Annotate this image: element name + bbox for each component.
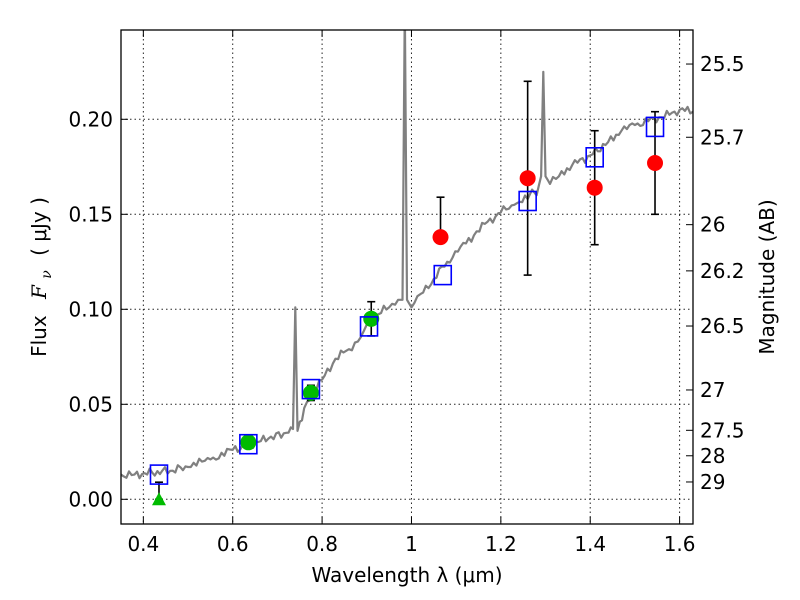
- svg-text:Flux F ν ( μ: Flux F ν ( μJy ): [27, 197, 56, 357]
- model-square: [149, 464, 169, 485]
- model-square: [301, 378, 321, 400]
- y-tick-label: 0.15: [68, 202, 113, 226]
- tick-layer: 0.4 0.6 0.8 1 1.2 1.4 1.6 0.00 0.05 0.10 0.15 0.20 2…: [68, 30, 745, 556]
- marker-layer: [149, 80, 665, 506]
- sed-layer: [121, 30, 693, 480]
- mag-tick-label: 26.5: [700, 314, 745, 338]
- x-tick-label: 0.4: [127, 532, 159, 556]
- y-tick-label: 0.05: [68, 392, 113, 416]
- model-square: [645, 116, 665, 138]
- model-square: [518, 190, 537, 212]
- x-tick-label: 0.6: [217, 532, 249, 556]
- x-tick-label: 1.4: [574, 532, 606, 556]
- y-axis-label-text: Flux: [27, 315, 51, 357]
- red-point: [647, 155, 664, 171]
- detection-point: [240, 434, 257, 451]
- x-axis-label: Wavelength λ (μm): [311, 563, 502, 587]
- mag-tick-label: 26.2: [700, 259, 745, 283]
- y-axis-label: Flux F ν ( μJy ): [27, 197, 56, 357]
- right-axis-label: Magnitude (AB): [755, 199, 779, 354]
- y-tick-label: 0.00: [68, 487, 113, 511]
- detection-point: [363, 310, 380, 327]
- x-tick-label: 1: [405, 532, 418, 556]
- sed-line: [121, 30, 693, 480]
- red-point: [432, 229, 449, 246]
- mag-tick-label: 27.5: [700, 418, 745, 442]
- plot-frame: [120, 29, 694, 525]
- mag-tick-label: 25.7: [700, 125, 745, 149]
- model-square: [239, 433, 258, 455]
- y-tick-label: 0.10: [68, 297, 113, 321]
- detection-point: [302, 384, 319, 401]
- x-tick-label: 1.6: [664, 532, 696, 556]
- upper-limit-triangle: [151, 492, 166, 506]
- y-tick-label: 0.20: [68, 107, 113, 131]
- model-square: [433, 264, 453, 286]
- y-axis-label-symbol: F: [27, 284, 51, 300]
- x-tick-label: 1.2: [485, 532, 517, 556]
- mag-tick-label: 27: [700, 378, 725, 402]
- mag-tick-label: 26: [700, 213, 725, 237]
- red-point: [586, 179, 603, 196]
- y-axis-label-unit: ( μJy ): [27, 197, 51, 256]
- mag-tick-label: 25.5: [700, 52, 745, 76]
- y-axis-label-subscript: ν: [39, 270, 55, 279]
- red-point: [519, 170, 536, 187]
- mag-tick-label: 29: [700, 470, 725, 494]
- x-tick-label: 0.8: [306, 532, 338, 556]
- mag-tick-label: 28: [700, 444, 725, 468]
- model-square: [585, 147, 604, 168]
- model-square: [359, 316, 379, 337]
